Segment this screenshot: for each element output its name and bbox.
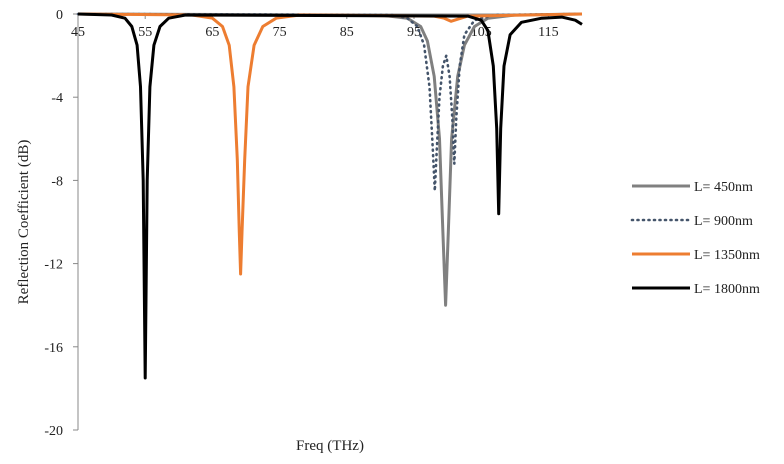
y-tick-label: -20 [44, 424, 63, 439]
x-tick-label: 65 [205, 25, 219, 40]
series-line-3 [77, 12, 583, 276]
y-tick-label: 0 [56, 8, 63, 23]
series-line-2 [76, 12, 584, 193]
series-line-4 [77, 12, 583, 380]
y-tick-label: -4 [51, 91, 63, 106]
x-axis-title: Freq (THz) [296, 438, 364, 454]
x-tick-label: 115 [538, 25, 558, 40]
y-tick-label: -16 [44, 341, 63, 356]
legend: L= 450nm L= 900nm L= 1350nm L= 1800nm [630, 180, 760, 297]
series-layer [76, 12, 584, 380]
y-tick-label: -12 [44, 258, 63, 273]
x-tick-label: 45 [71, 25, 85, 40]
x-tick-label: 85 [340, 25, 354, 40]
x-tick-label: 75 [273, 25, 287, 40]
x-tick-label: 95 [407, 25, 421, 40]
legend-label: L= 1800nm [694, 282, 760, 297]
legend-label: L= 450nm [694, 180, 753, 195]
series-line-1 [77, 12, 583, 307]
y-axis-title: Reflection Coefficient (dB) [16, 140, 32, 305]
legend-label: L= 900nm [694, 214, 753, 229]
x-tick-label: 55 [138, 25, 152, 40]
y-tick-label: -8 [51, 174, 63, 189]
legend-label: L= 1350nm [694, 248, 760, 263]
